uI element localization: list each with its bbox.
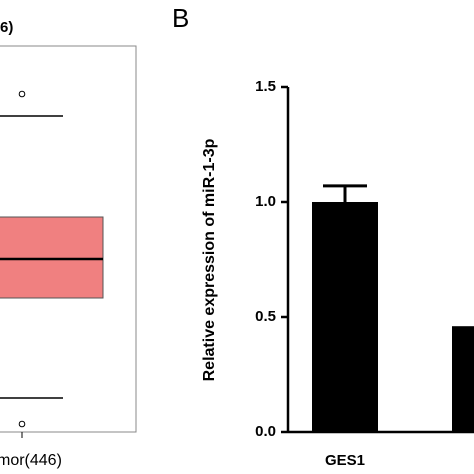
bar-chart: 0.0 0.5 1.0 1.5 GES1 bbox=[255, 78, 474, 469]
y-tick-label: 0.5 bbox=[255, 308, 276, 325]
panel-label: B bbox=[172, 3, 189, 33]
y-tick-label: 1.0 bbox=[255, 193, 276, 210]
plot-frame bbox=[0, 45, 137, 433]
y-tick-label: 0.0 bbox=[255, 423, 276, 440]
bar bbox=[452, 326, 474, 432]
y-tick-label: 1.5 bbox=[255, 78, 276, 95]
x-tick-label: mor(446) bbox=[0, 452, 62, 469]
outlier bbox=[18, 420, 26, 428]
box bbox=[0, 216, 104, 299]
box-plot bbox=[0, 90, 104, 438]
panel-a-title: 6) bbox=[0, 19, 13, 36]
x-tick-label: GES1 bbox=[325, 452, 365, 469]
outlier bbox=[18, 90, 26, 98]
y-axis-label: Relative expression of miR-1-3p bbox=[201, 138, 218, 381]
bar bbox=[312, 202, 378, 432]
